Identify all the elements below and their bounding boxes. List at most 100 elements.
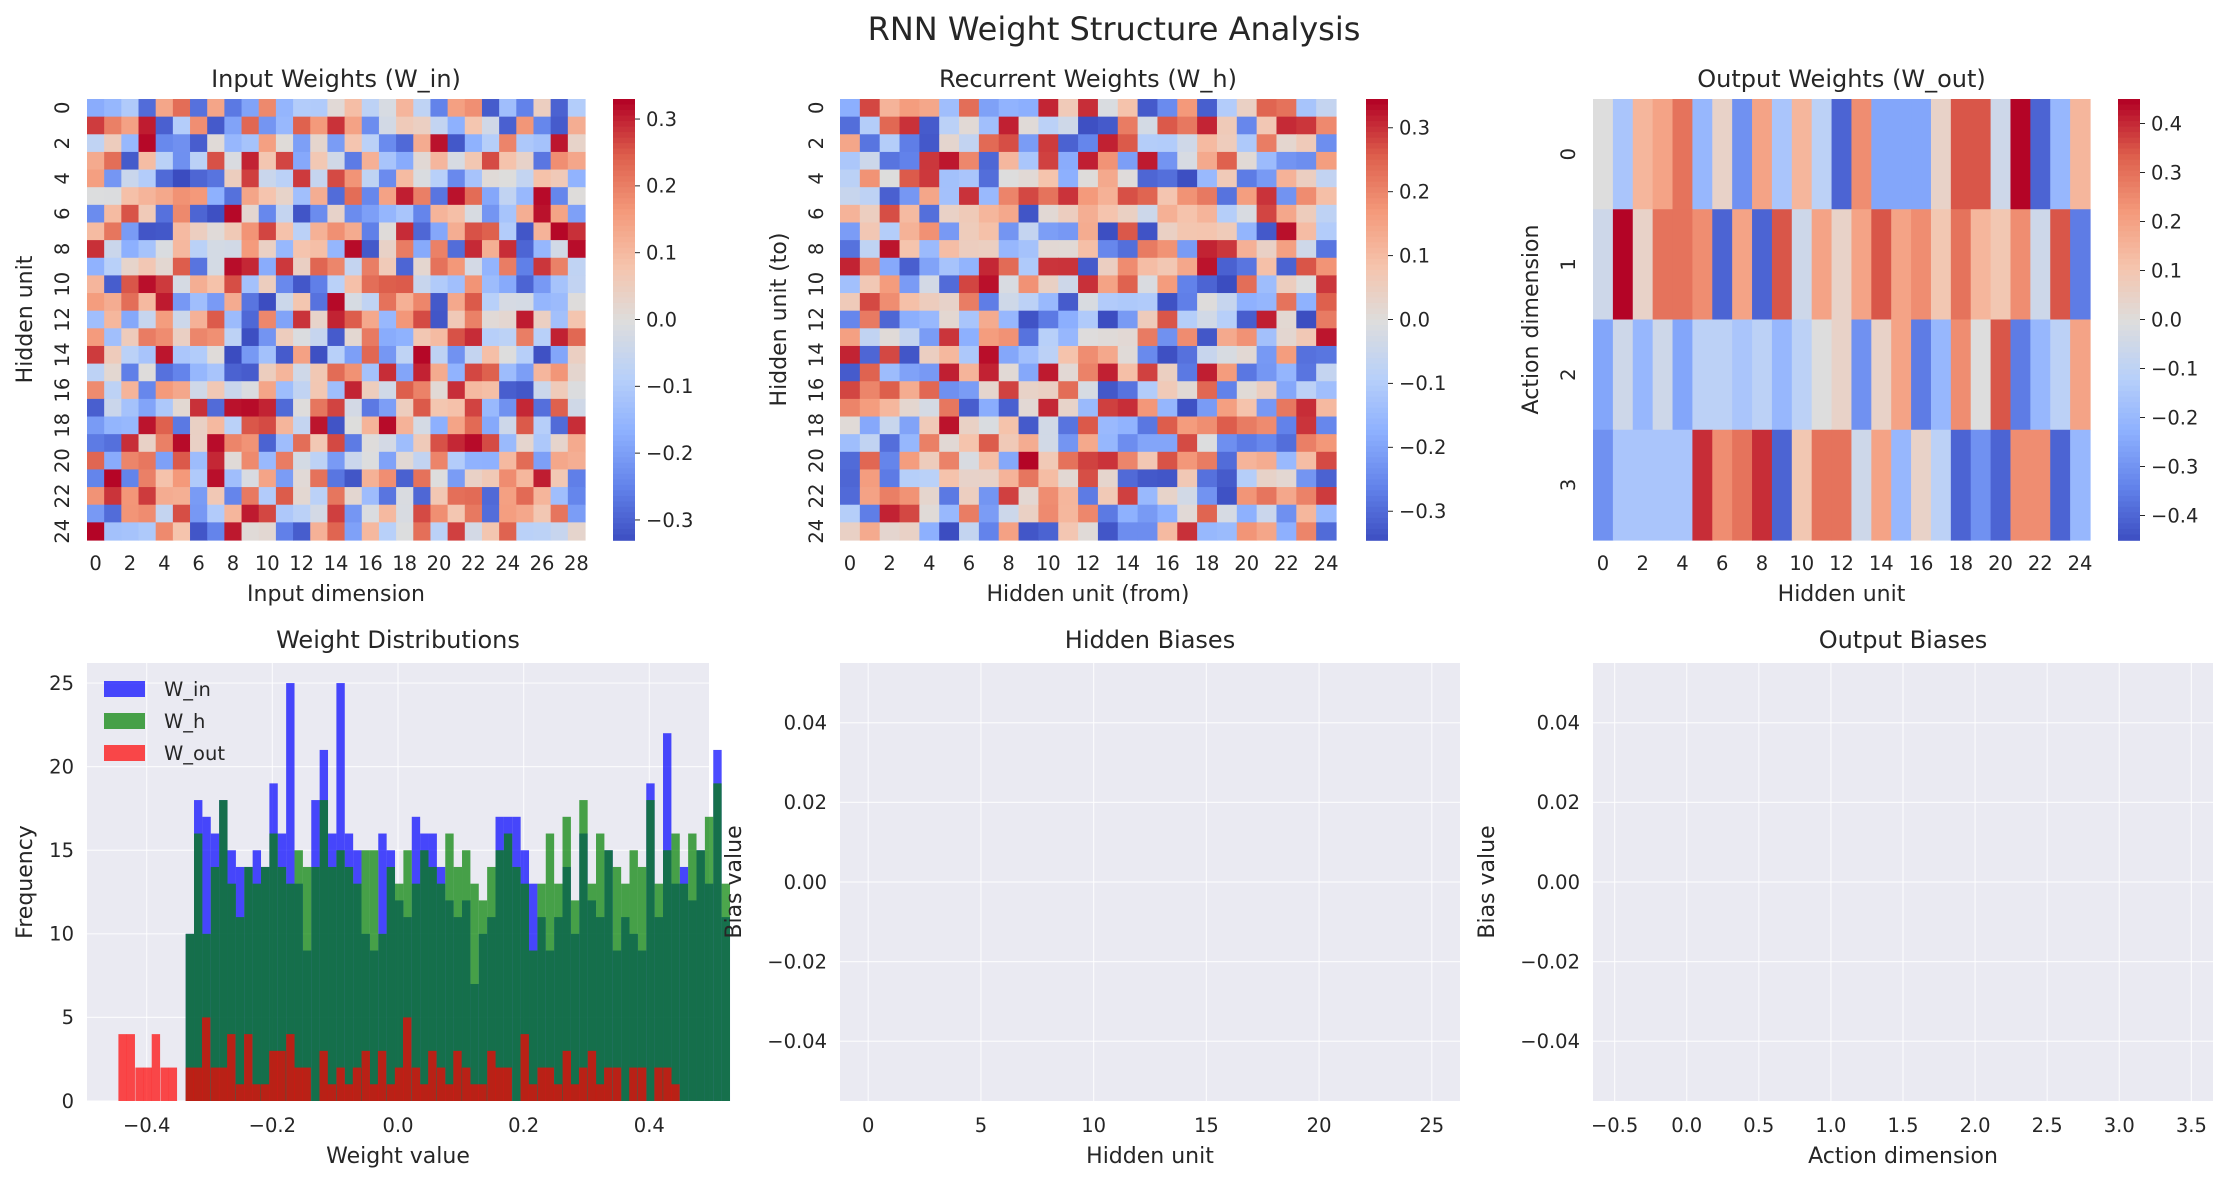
heatmap-cell: [499, 522, 517, 541]
heatmap-cell: [1097, 363, 1119, 382]
histogram-bar: [394, 1067, 404, 1101]
heatmap-cell: [344, 363, 363, 382]
heatmap-cell: [293, 416, 311, 435]
heatmap-cell: [1018, 398, 1039, 418]
heatmap-cell: [1038, 204, 1059, 224]
heatmap-cell: [1177, 187, 1198, 206]
heatmap-cell: [481, 487, 500, 506]
heatmap-cell: [155, 487, 174, 506]
heatmap-cell: [138, 522, 157, 541]
heatmap-cell: [293, 99, 311, 118]
histogram-bar: [587, 1050, 597, 1101]
heatmap-cell: [899, 345, 920, 365]
heatmap-cell: [998, 310, 1020, 329]
heatmap-cell: [567, 204, 586, 224]
colorbar-segment: [1366, 396, 1388, 403]
colorbar-tick-label: 0.2: [646, 175, 677, 198]
heatmap-cell: [430, 381, 449, 400]
heatmap-cell: [1990, 319, 2012, 431]
heatmap-cell: [155, 363, 174, 382]
heatmap-cell: [104, 434, 122, 453]
heatmap-cell: [998, 99, 1020, 118]
y-axis-label: Bias value: [1475, 825, 1500, 938]
heatmap-cell: [1256, 363, 1278, 382]
histogram-bar: [520, 883, 530, 1101]
heatmap-cell: [1137, 99, 1159, 118]
legend-label: W_h: [164, 710, 205, 733]
heatmap-cell: [516, 469, 535, 488]
histogram-bar: [143, 1067, 152, 1101]
colorbar-segment: [1366, 99, 1388, 106]
colorbar-segment: [2118, 319, 2140, 326]
heatmap-cell: [413, 469, 432, 488]
heatmap-cell: [430, 416, 449, 435]
heatmap-cell: [1791, 319, 1813, 431]
heatmap-cell: [1216, 222, 1238, 241]
heatmap-cell: [293, 222, 311, 241]
y-tick-label: 0.02: [1537, 791, 1580, 814]
heatmap-cell: [207, 522, 225, 541]
colorbar-segment: [613, 280, 635, 288]
heatmap-cell: [840, 99, 861, 118]
heatmap-cell: [155, 240, 174, 259]
heatmap-cell: [1097, 99, 1119, 118]
heatmap-cell: [1078, 469, 1099, 488]
heatmap-cell: [1276, 345, 1297, 365]
heatmap-cell: [1236, 328, 1258, 347]
heatmap-cell: [121, 487, 140, 506]
heatmap-cell: [1197, 416, 1218, 435]
colorbar-segment: [613, 512, 635, 519]
heatmap-cell: [1157, 504, 1178, 523]
heatmap-cell: [978, 310, 1000, 329]
heatmap-cell: [1236, 522, 1258, 541]
heatmap-cell: [840, 187, 861, 206]
heatmap-cell: [1296, 434, 1317, 453]
colorbar-tick-label: 0.2: [2151, 210, 2182, 233]
heatmap-cell: [1097, 345, 1119, 365]
heatmap-cell: [879, 293, 901, 312]
colorbar-segment: [1366, 446, 1388, 453]
heatmap-cell: [224, 522, 243, 541]
heatmap-cell: [840, 116, 861, 135]
heatmap-cell: [1276, 522, 1297, 541]
heatmap-cell: [224, 451, 243, 471]
y-tick-label: 24: [805, 519, 828, 544]
heatmap-cell: [1296, 381, 1317, 400]
heatmap-cell: [1018, 257, 1039, 276]
heatmap-cell: [533, 257, 552, 276]
y-tick-label: 15: [49, 839, 74, 862]
heatmap-cell: [1296, 275, 1317, 294]
heatmap-cell: [919, 257, 940, 276]
heatmap-cell: [224, 204, 243, 224]
heatmap-cell: [959, 116, 980, 135]
heatmap-cell: [939, 328, 960, 347]
heatmap-cell: [1216, 345, 1238, 365]
heatmap-cell: [2050, 319, 2071, 431]
heatmap-cell: [1732, 99, 1753, 210]
heatmap-cell: [190, 487, 208, 506]
heatmap-cell: [207, 487, 225, 506]
heatmap-cell: [2030, 99, 2051, 210]
heatmap-cell: [464, 328, 483, 347]
colorbar-segment: [1366, 308, 1388, 315]
y-tick-label: 20: [51, 448, 74, 473]
heatmap-cell: [155, 434, 174, 453]
heatmap-cell: [1256, 99, 1278, 118]
histogram-bar: [269, 833, 278, 1101]
y-axis-label: Frequency: [13, 825, 38, 939]
heatmap-cell: [1732, 209, 1753, 321]
heatmap-cell: [919, 151, 940, 171]
heatmap-cell: [1316, 381, 1337, 400]
heatmap-cell: [275, 381, 294, 400]
heatmap-cell: [919, 398, 940, 418]
x-tick-label: 8: [227, 552, 239, 575]
heatmap-cell: [978, 293, 1000, 312]
heatmap-cell: [361, 363, 380, 382]
heatmap-cell: [1276, 116, 1297, 135]
heatmap-cell: [879, 522, 901, 541]
colorbar-segment: [613, 115, 635, 122]
histogram-bar: [679, 883, 689, 1101]
heatmap-cell: [1177, 257, 1198, 276]
heatmap-cell: [1316, 504, 1337, 523]
heatmap-cell: [550, 504, 569, 523]
